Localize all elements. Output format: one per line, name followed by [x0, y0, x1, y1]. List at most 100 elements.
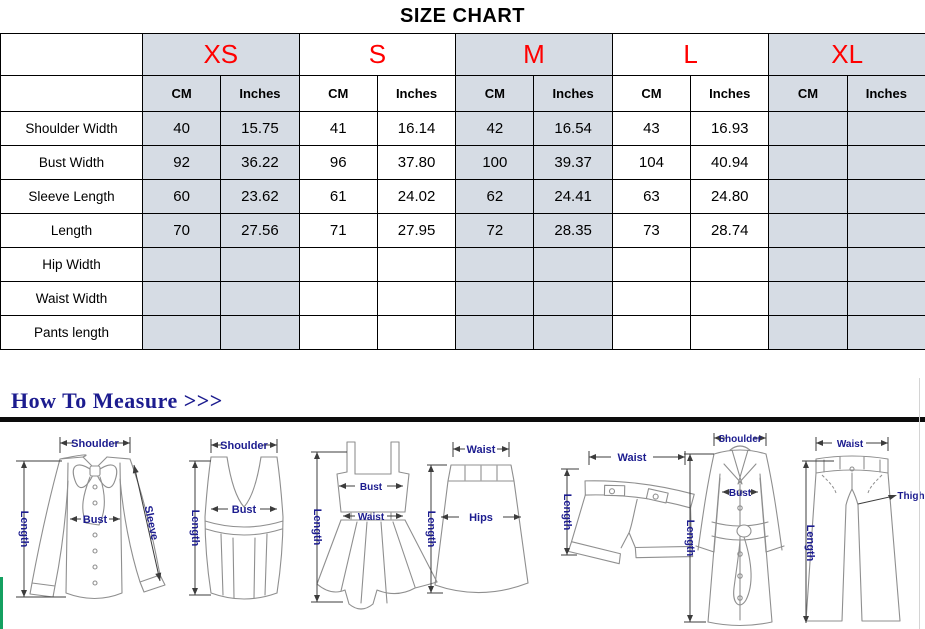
skirt-garment-icon: [434, 464, 529, 594]
data-cell: [220, 247, 300, 282]
size-header-s: S: [298, 33, 457, 76]
data-cell: 61: [298, 179, 378, 214]
unit-header: CM: [298, 75, 378, 112]
data-cell: [768, 315, 848, 350]
table-row: Hip Width: [0, 247, 925, 282]
data-cell: [690, 247, 770, 282]
svg-text:Waist: Waist: [618, 452, 647, 464]
data-cell: 41: [298, 111, 378, 146]
bust-arrow: Bust: [211, 504, 277, 516]
data-cell: [455, 247, 535, 282]
length-arrow: Length: [189, 460, 211, 596]
svg-text:Hips: Hips: [469, 512, 493, 524]
divider-rule: [0, 417, 925, 422]
size-header-xs: XS: [142, 33, 300, 76]
data-cell: [141, 247, 222, 282]
data-cell: 96: [298, 145, 378, 180]
data-cell: 43: [611, 111, 692, 146]
data-cell: [533, 247, 613, 282]
svg-text:Shoulder: Shoulder: [220, 440, 268, 452]
svg-text:Bust: Bust: [360, 482, 383, 493]
data-cell: 28.74: [690, 213, 770, 248]
svg-text:Length: Length: [18, 511, 30, 548]
data-cell: [611, 247, 692, 282]
svg-text:Waist: Waist: [837, 439, 864, 450]
figure-shorts: Waist Length: [561, 451, 695, 565]
data-cell: 42: [455, 111, 535, 146]
svg-text:Shoulder: Shoulder: [71, 438, 119, 450]
sleeve-arrow: Sleeve: [132, 464, 162, 582]
corner-cell: [0, 33, 143, 76]
right-edge-line: [919, 378, 920, 629]
data-cell: [846, 247, 925, 282]
svg-text:Shoulder: Shoulder: [718, 434, 761, 445]
size-header-m: M: [455, 33, 613, 76]
unit-header: Inches: [376, 75, 457, 112]
unit-header: Inches: [220, 75, 300, 112]
page-title: SIZE CHART: [400, 5, 525, 27]
svg-text:Length: Length: [561, 494, 573, 531]
data-cell: 37.80: [376, 145, 457, 180]
data-cell: 23.62: [220, 179, 300, 214]
data-cell: [846, 179, 925, 214]
vest-garment-icon: [204, 456, 284, 600]
data-cell: 73: [611, 213, 692, 248]
svg-text:Thigh: Thigh: [897, 491, 924, 502]
svg-text:Length: Length: [425, 511, 437, 548]
unit-header: CM: [455, 75, 535, 112]
size-header-row: XS S M L XL: [0, 33, 925, 76]
length-arrow: Length: [425, 464, 447, 594]
data-cell: [533, 315, 613, 350]
data-cell: 15.75: [220, 111, 300, 146]
svg-text:Bust: Bust: [83, 514, 108, 526]
row-label: Length: [0, 213, 143, 248]
data-cell: 40.94: [690, 145, 770, 180]
size-header-xl: XL: [768, 33, 925, 76]
length-arrow: Length: [16, 460, 66, 598]
data-cell: 39.37: [533, 145, 613, 180]
data-cell: [376, 315, 457, 350]
unit-header-row: CM Inches CM Inches CM Inches CM Inches …: [0, 75, 925, 112]
shoulder-arrow: Shoulder: [210, 439, 278, 453]
data-cell: 28.35: [533, 213, 613, 248]
thigh-arrow: Thigh: [857, 491, 924, 505]
data-cell: 40: [141, 111, 222, 146]
left-edge-green-strip: [0, 577, 3, 629]
data-cell: [690, 281, 770, 316]
data-cell: 62: [455, 179, 535, 214]
length-arrow: Length: [561, 468, 579, 556]
svg-text:Bust: Bust: [232, 504, 257, 516]
row-label: Hip Width: [0, 247, 143, 282]
svg-text:Sleeve: Sleeve: [142, 505, 161, 542]
how-to-measure-heading: How To Measure >>>: [11, 388, 223, 413]
data-cell: 24.02: [376, 179, 457, 214]
data-cell: 16.14: [376, 111, 457, 146]
table-row: Sleeve Length 60 23.62 61 24.02 62 24.41…: [0, 179, 925, 214]
hips-arrow: Hips: [441, 512, 521, 524]
data-cell: [846, 315, 925, 350]
data-cell: [768, 281, 848, 316]
svg-text:Bust: Bust: [729, 488, 752, 499]
data-cell: 60: [141, 179, 222, 214]
svg-text:Length: Length: [189, 510, 201, 547]
data-cell: [376, 281, 457, 316]
dress-garment-icon: [316, 441, 438, 610]
data-cell: [846, 281, 925, 316]
data-cell: 72: [455, 213, 535, 248]
row-label: Pants length: [0, 315, 143, 350]
data-cell: 104: [611, 145, 692, 180]
shorts-garment-icon: [567, 480, 695, 565]
data-cell: [690, 315, 770, 350]
table-row: Pants length: [0, 315, 925, 350]
corner-cell: [0, 75, 143, 112]
svg-text:Waist: Waist: [467, 444, 496, 456]
table-row: Bust Width 92 36.22 96 37.80 100 39.37 1…: [0, 145, 925, 180]
data-cell: [376, 247, 457, 282]
data-cell: [611, 315, 692, 350]
data-cell: 71: [298, 213, 378, 248]
waist-arrow: Waist: [815, 437, 889, 451]
row-label: Bust Width: [0, 145, 143, 180]
table-row: Shoulder Width 40 15.75 41 16.14 42 16.5…: [0, 111, 925, 146]
data-cell: [768, 145, 848, 180]
data-cell: 100: [455, 145, 535, 180]
